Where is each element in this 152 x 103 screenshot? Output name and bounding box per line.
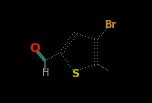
Text: S: S <box>71 69 79 79</box>
Text: H: H <box>41 68 49 78</box>
Text: Br: Br <box>104 20 116 30</box>
Text: O: O <box>29 42 40 55</box>
